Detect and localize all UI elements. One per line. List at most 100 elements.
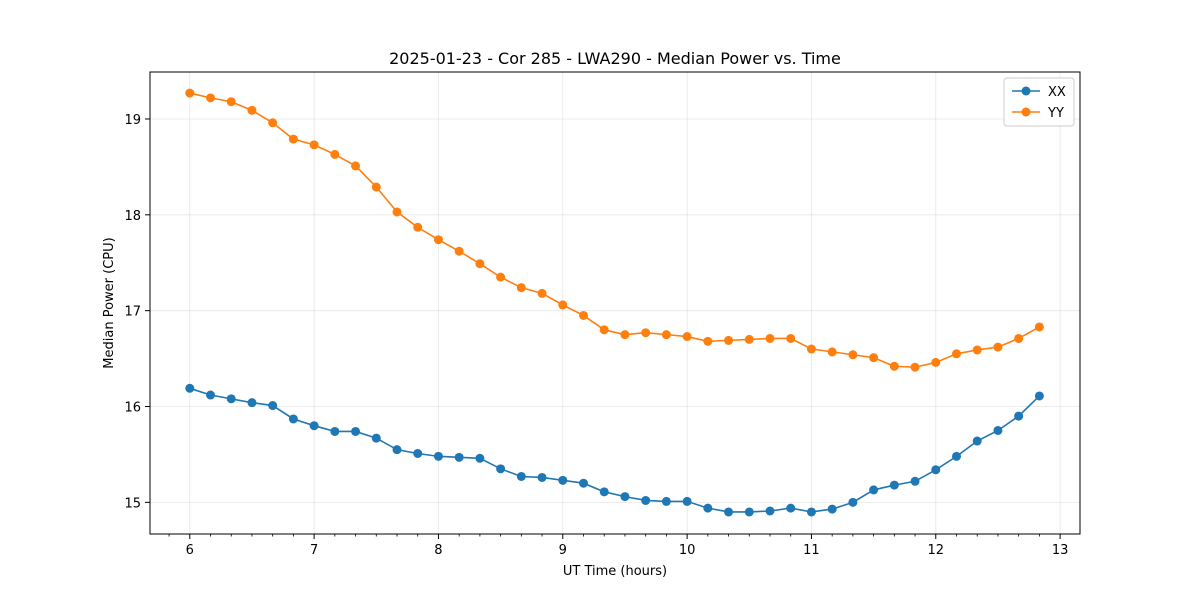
data-point-xx bbox=[848, 497, 858, 507]
data-point-xx bbox=[288, 414, 298, 424]
data-point-xx bbox=[703, 503, 713, 513]
data-point-yy bbox=[392, 207, 402, 217]
data-point-xx bbox=[682, 496, 692, 506]
data-point-yy bbox=[703, 336, 713, 346]
data-point-yy bbox=[827, 347, 837, 357]
data-point-xx bbox=[1034, 391, 1044, 401]
data-point-yy bbox=[309, 140, 319, 150]
series-yy bbox=[185, 88, 1044, 372]
chart-title: 2025-01-23 - Cor 285 - LWA290 - Median P… bbox=[389, 49, 841, 68]
data-point-xx bbox=[806, 507, 816, 517]
data-point-xx bbox=[247, 398, 257, 408]
data-point-yy bbox=[288, 134, 298, 144]
grid bbox=[150, 72, 1080, 534]
x-tick-label: 7 bbox=[310, 543, 318, 558]
data-point-xx bbox=[910, 476, 920, 486]
data-point-yy bbox=[351, 161, 361, 171]
data-point-xx bbox=[185, 383, 195, 393]
data-point-yy bbox=[744, 334, 754, 344]
y-tick-label: 19 bbox=[124, 113, 141, 128]
data-point-xx bbox=[724, 507, 734, 517]
x-tick-label: 9 bbox=[559, 543, 567, 558]
y-axis-label: Median Power (CPU) bbox=[102, 237, 117, 368]
data-point-yy bbox=[889, 361, 899, 371]
y-tick-label: 17 bbox=[124, 305, 141, 320]
data-point-xx bbox=[433, 451, 443, 461]
data-point-xx bbox=[558, 475, 568, 485]
x-axis-label: UT Time (hours) bbox=[563, 564, 667, 579]
x-tick-label: 12 bbox=[928, 543, 945, 558]
data-point-xx bbox=[765, 506, 775, 516]
data-point-xx bbox=[413, 448, 423, 458]
data-point-yy bbox=[931, 357, 941, 367]
data-point-xx bbox=[786, 503, 796, 513]
data-point-yy bbox=[185, 88, 195, 98]
data-point-yy bbox=[330, 149, 340, 159]
data-point-xx bbox=[827, 504, 837, 514]
data-point-yy bbox=[620, 330, 630, 340]
legend-label: XX bbox=[1048, 85, 1066, 100]
data-point-xx bbox=[496, 464, 506, 474]
data-point-xx bbox=[1014, 411, 1024, 421]
legend-item-yy: YY bbox=[1012, 106, 1064, 121]
x-tick-label: 13 bbox=[1052, 543, 1069, 558]
data-point-yy bbox=[952, 349, 962, 359]
data-point-yy bbox=[993, 342, 1003, 352]
data-point-yy bbox=[413, 222, 423, 232]
data-point-yy bbox=[475, 259, 485, 269]
x-tick-label: 10 bbox=[679, 543, 696, 558]
legend: XX YY bbox=[1003, 77, 1075, 127]
data-point-xx bbox=[371, 433, 381, 443]
data-point-xx bbox=[516, 471, 526, 481]
data-point-xx bbox=[579, 478, 589, 488]
data-point-yy bbox=[848, 350, 858, 360]
data-point-yy bbox=[765, 333, 775, 343]
data-point-yy bbox=[496, 272, 506, 282]
y-tick-label: 16 bbox=[124, 401, 141, 416]
plot-frame bbox=[149, 71, 1081, 535]
x-tick-label: 11 bbox=[803, 543, 820, 558]
series-xx bbox=[185, 383, 1044, 517]
legend-box bbox=[1003, 77, 1075, 127]
data-point-yy bbox=[1034, 322, 1044, 332]
data-point-yy bbox=[516, 283, 526, 293]
data-point-xx bbox=[972, 436, 982, 446]
data-point-xx bbox=[744, 507, 754, 517]
x-tick-label: 8 bbox=[434, 543, 442, 558]
data-point-xx bbox=[206, 390, 216, 400]
legend-item-xx: XX bbox=[1012, 85, 1066, 100]
data-point-xx bbox=[869, 485, 879, 495]
legend-marker bbox=[1021, 107, 1031, 117]
legend-marker bbox=[1021, 86, 1031, 96]
legend-label: YY bbox=[1047, 106, 1064, 121]
data-point-xx bbox=[661, 496, 671, 506]
data-point-yy bbox=[247, 105, 257, 115]
y-tick-label: 15 bbox=[124, 496, 141, 511]
data-point-yy bbox=[579, 310, 589, 320]
y-tick-label: 18 bbox=[124, 209, 141, 224]
data-point-xx bbox=[537, 472, 547, 482]
data-point-xx bbox=[889, 480, 899, 490]
data-point-yy bbox=[226, 97, 236, 107]
data-point-xx bbox=[993, 425, 1003, 435]
data-point-yy bbox=[910, 362, 920, 372]
data-point-yy bbox=[1014, 333, 1024, 343]
data-point-xx bbox=[620, 492, 630, 502]
data-point-yy bbox=[537, 288, 547, 298]
data-point-xx bbox=[309, 421, 319, 431]
data-point-xx bbox=[226, 394, 236, 404]
data-point-yy bbox=[661, 330, 671, 340]
data-point-xx bbox=[641, 495, 651, 505]
data-point-yy bbox=[806, 344, 816, 354]
data-point-xx bbox=[268, 401, 278, 411]
data-point-yy bbox=[558, 300, 568, 310]
x-tick-label: 6 bbox=[186, 543, 194, 558]
data-point-yy bbox=[433, 235, 443, 245]
data-point-yy bbox=[599, 325, 609, 335]
data-point-yy bbox=[641, 328, 651, 338]
data-point-xx bbox=[351, 426, 361, 436]
data-point-yy bbox=[724, 335, 734, 345]
data-point-yy bbox=[786, 333, 796, 343]
